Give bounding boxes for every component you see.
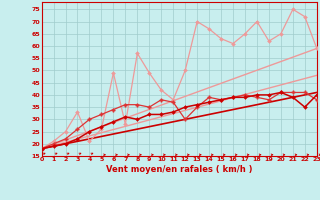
X-axis label: Vent moyen/en rafales ( km/h ): Vent moyen/en rafales ( km/h ) xyxy=(106,165,252,174)
